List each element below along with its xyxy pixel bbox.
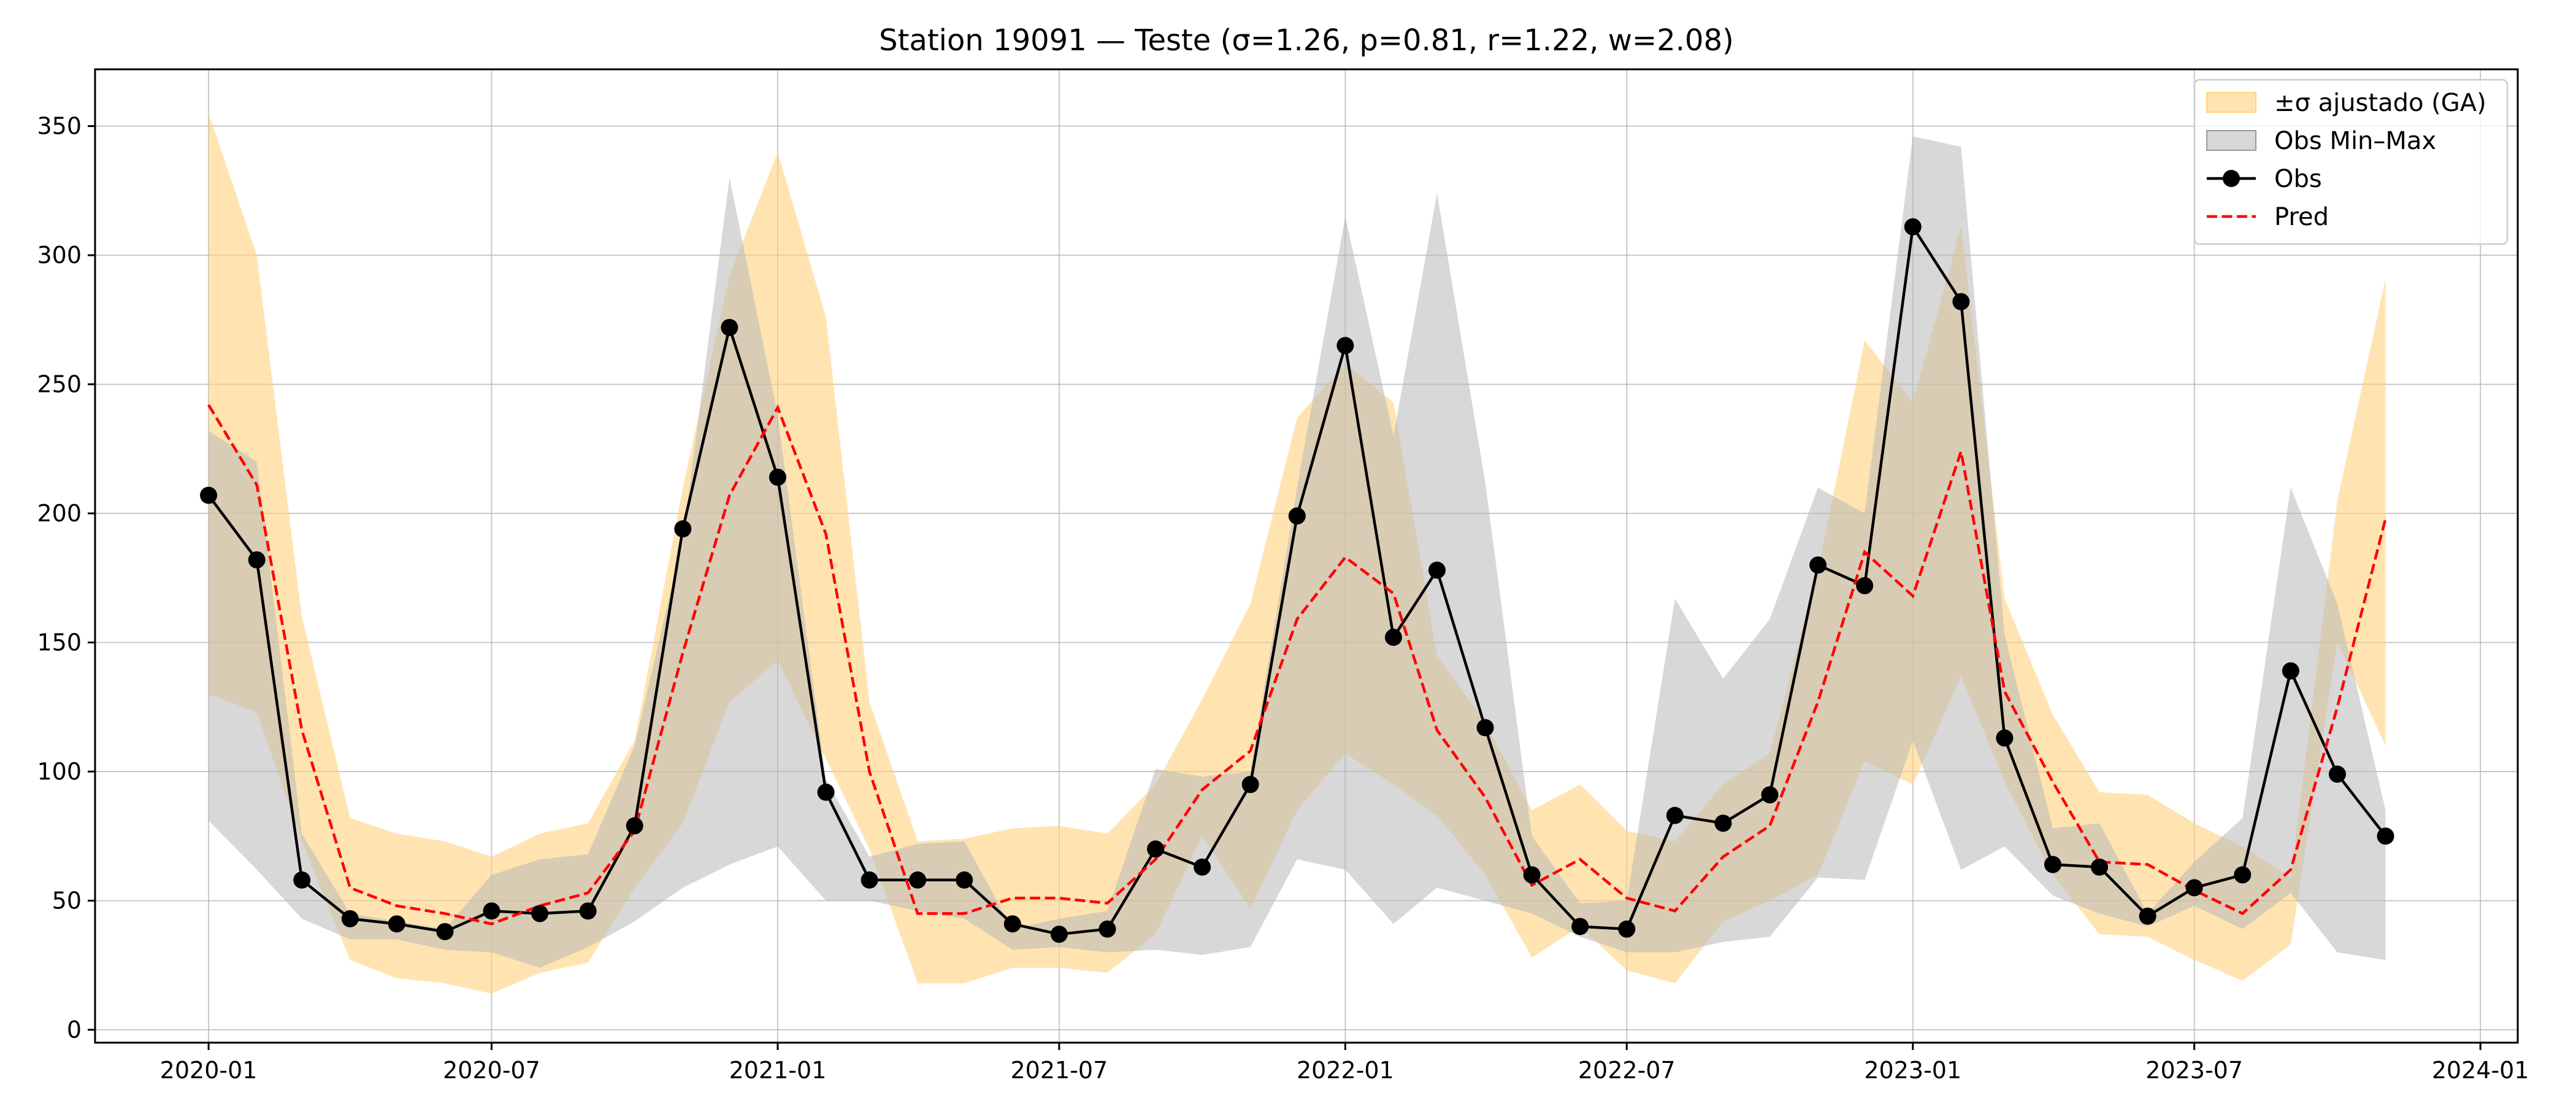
- x-tick-label: 2021-01: [729, 1057, 827, 1084]
- x-tick-label: 2020-01: [160, 1057, 258, 1084]
- obs-point: [1003, 915, 1021, 933]
- obs-point: [1618, 920, 1636, 938]
- legend-label: Obs Min–Max: [2274, 127, 2436, 155]
- obs-point: [2328, 765, 2346, 783]
- obs-point: [436, 922, 454, 940]
- obs-point: [956, 871, 973, 889]
- x-tick-label: 2021-07: [1010, 1057, 1108, 1084]
- obs-minmax-band: [209, 136, 2386, 968]
- obs-point: [674, 520, 692, 538]
- obs-point: [2377, 827, 2394, 845]
- obs-point: [909, 871, 927, 889]
- obs-point: [293, 871, 311, 889]
- obs-point: [2234, 866, 2252, 884]
- obs-point: [1476, 719, 1494, 737]
- ticks: 2020-01 2020-07 2021-01 2021-07 2022-01 2022-…: [37, 113, 2529, 1084]
- legend-label: ±σ ajustado (GA): [2274, 89, 2486, 117]
- y-tick-label: 300: [37, 242, 82, 269]
- legend: ±σ ajustado (GA) Obs Min–Max Obs Pred: [2193, 79, 2509, 245]
- obs-point: [248, 551, 266, 569]
- obs-point: [1809, 556, 1827, 574]
- y-tick-label: 350: [37, 113, 82, 140]
- obs-point: [1336, 337, 1354, 355]
- x-tick-label: 2020-07: [443, 1057, 540, 1084]
- obs-point: [1856, 577, 1874, 594]
- obs-point: [1666, 807, 1684, 824]
- obs-point: [531, 905, 549, 922]
- obs-point: [721, 318, 738, 336]
- obs-point: [1384, 629, 1402, 646]
- y-tick-label: 250: [37, 371, 82, 398]
- obs-point: [1050, 926, 1068, 943]
- obs-point: [1571, 918, 1589, 935]
- obs-point: [1952, 293, 1970, 310]
- obs-point: [579, 902, 597, 920]
- x-tick-label: 2022-07: [1578, 1057, 1676, 1084]
- legend-label: Obs: [2274, 165, 2322, 193]
- obs-point: [769, 469, 786, 486]
- y-tick-label: 200: [37, 500, 82, 527]
- obs-point: [388, 915, 405, 933]
- bands: [209, 113, 2386, 994]
- obs-point: [1904, 218, 1922, 236]
- y-tick-label: 150: [37, 629, 82, 656]
- axes-frame: [94, 68, 2519, 1044]
- obs-point: [2044, 856, 2061, 873]
- obs-point: [2282, 662, 2299, 680]
- legend-label: Pred: [2274, 203, 2329, 231]
- obs-markers: [200, 218, 2394, 943]
- legend-swatch-obs-marker: [2223, 170, 2240, 187]
- obs-point: [626, 817, 643, 835]
- x-tick-label: 2024-01: [2432, 1057, 2529, 1084]
- obs-point: [1996, 729, 2014, 747]
- legend-box: [2193, 79, 2509, 245]
- obs-point: [1761, 786, 1779, 803]
- legend-swatch-sigma: [2206, 92, 2256, 113]
- obs-point: [1194, 858, 1211, 876]
- obs-point: [861, 871, 878, 889]
- obs-point: [1288, 507, 1306, 525]
- y-tick-label: 100: [37, 758, 82, 785]
- x-tick-label: 2023-07: [2145, 1057, 2243, 1084]
- obs-point: [341, 910, 359, 927]
- obs-point: [1523, 866, 1541, 884]
- obs-point: [1241, 776, 1259, 794]
- y-tick-label: 50: [52, 887, 82, 914]
- obs-point: [1098, 920, 1116, 938]
- x-tick-label: 2022-01: [1297, 1057, 1394, 1084]
- x-tick-label: 2023-01: [1864, 1057, 1961, 1084]
- obs-point: [200, 486, 218, 504]
- obs-point: [1714, 815, 1732, 832]
- legend-swatch-minmax: [2206, 130, 2256, 151]
- pred-line: [207, 404, 2387, 926]
- obs-point: [817, 783, 835, 801]
- y-tick-label: 0: [67, 1016, 82, 1043]
- chart-title: Station 19091 — Teste (σ=1.26, p=0.81, r…: [879, 23, 1734, 58]
- obs-point: [2139, 907, 2156, 925]
- obs-point: [1147, 840, 1165, 858]
- obs-point: [2091, 858, 2109, 876]
- obs-point: [2185, 879, 2203, 897]
- obs-point: [483, 902, 500, 920]
- obs-point: [1428, 561, 1446, 579]
